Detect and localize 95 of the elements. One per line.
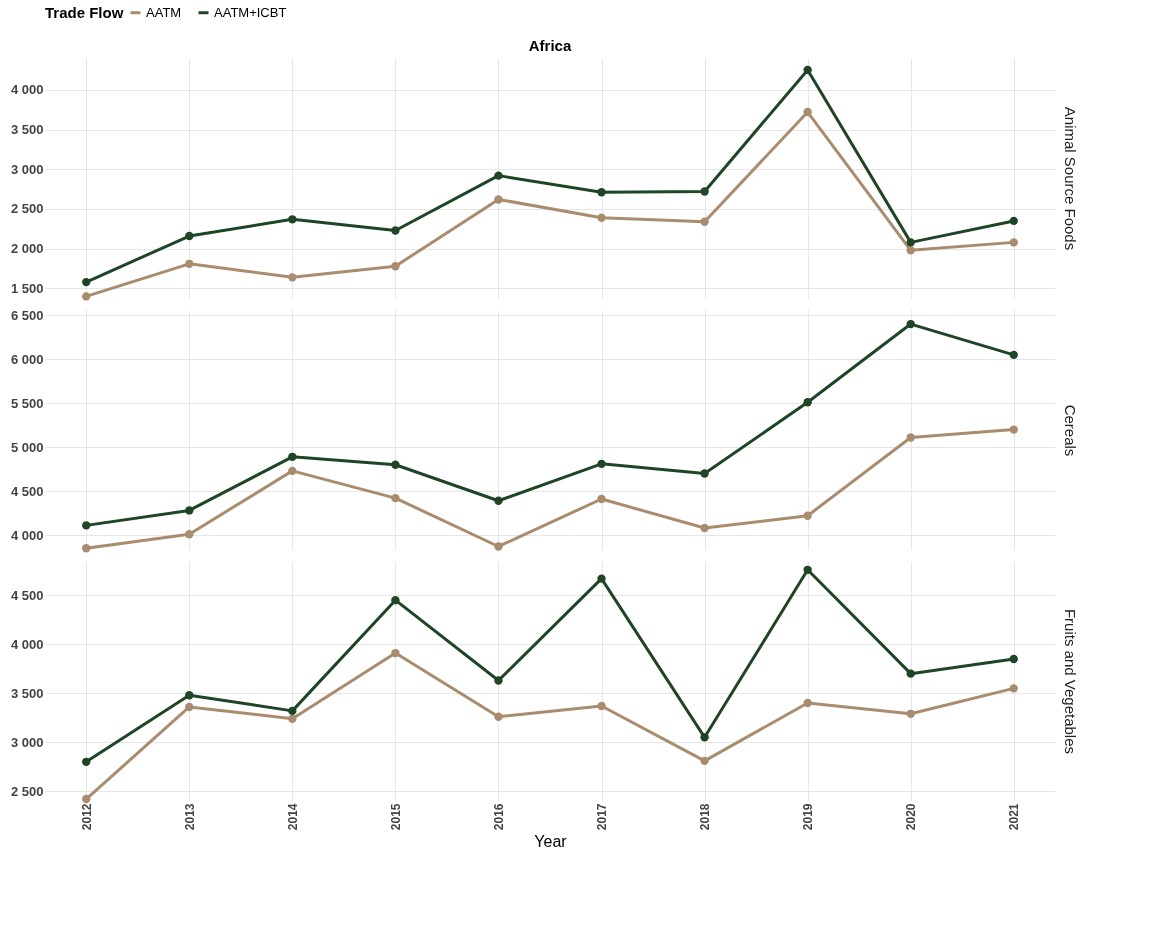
y-tick-label: 4 000 (10, 82, 44, 98)
y-tick-label: 2 500 (10, 201, 44, 217)
y-tick-label: 5 000 (10, 439, 44, 455)
point (906, 709, 915, 718)
y-tick-label: 6 500 (10, 307, 44, 323)
x-tick-label: 2013 (182, 803, 197, 831)
y-tick-label: 2 000 (10, 241, 44, 257)
point (82, 544, 91, 553)
point (906, 319, 915, 329)
y-tick-label: 3 000 (10, 161, 44, 177)
point (803, 107, 812, 117)
legend-label: AATM (146, 4, 182, 20)
y-tick-label: 3 500 (10, 685, 44, 701)
point (391, 262, 400, 271)
x-tick-label: 2018 (698, 803, 713, 831)
point (803, 565, 812, 574)
y-axis-title: Fruits and Vegetables (1061, 608, 1079, 755)
point (494, 171, 503, 180)
point (494, 712, 503, 721)
point (700, 733, 709, 742)
point (700, 469, 709, 478)
point (597, 494, 606, 504)
point (391, 493, 400, 503)
y-tick-label: 4 500 (10, 483, 44, 499)
legend-label: AATM+ICBT (214, 4, 287, 20)
x-tick-label: 2016 (491, 803, 506, 831)
point (288, 452, 297, 461)
point (288, 714, 297, 723)
x-tick-label: 2014 (285, 803, 300, 831)
point (906, 246, 915, 255)
point (1009, 216, 1018, 226)
point (185, 231, 194, 241)
y-tick-label: 1 500 (10, 280, 44, 296)
point (803, 511, 812, 520)
point (803, 398, 812, 407)
x-tick-label: 2015 (388, 803, 403, 831)
point (391, 226, 400, 235)
point (700, 523, 709, 533)
y-axis-title: Cereals (1061, 404, 1079, 457)
point (1009, 238, 1018, 247)
point (494, 542, 503, 551)
point (185, 506, 194, 515)
y-tick-label: 6 000 (10, 351, 44, 367)
point (906, 433, 915, 442)
point (185, 259, 194, 268)
point (288, 273, 297, 282)
x-tick-label: 2020 (904, 803, 919, 831)
point (597, 574, 606, 583)
point (803, 698, 812, 708)
y-tick-label: 2 500 (10, 783, 44, 799)
point (185, 691, 194, 700)
x-tick-label: 2021 (1007, 803, 1022, 831)
point (82, 794, 91, 804)
y-tick-label: 5 500 (10, 395, 44, 411)
point (597, 459, 606, 469)
point (494, 195, 503, 204)
point (1009, 350, 1018, 360)
point (1009, 684, 1018, 693)
x-tick-label: 2017 (595, 803, 610, 831)
point (700, 217, 709, 226)
chart-title: Africa (528, 37, 572, 54)
point (700, 187, 709, 196)
point (288, 215, 297, 224)
point (597, 213, 606, 222)
point (82, 521, 91, 530)
point (1009, 425, 1018, 434)
legend-title: Trade Flow (45, 4, 124, 21)
point (597, 188, 606, 197)
point (391, 648, 400, 658)
point (185, 702, 194, 712)
point (391, 460, 400, 469)
y-tick-label: 3 000 (10, 734, 44, 750)
point (82, 292, 91, 301)
y-tick-label: 4 500 (10, 587, 44, 603)
point (82, 757, 91, 766)
y-tick-label: 4 000 (10, 636, 44, 652)
point (803, 65, 812, 75)
x-tick-label: 2019 (801, 803, 816, 831)
y-tick-label: 3 500 (10, 122, 44, 138)
point (288, 466, 297, 476)
point (494, 496, 503, 505)
point (82, 277, 91, 287)
point (288, 706, 297, 716)
point (906, 238, 915, 247)
y-axis-title: Animal Source Foods (1061, 106, 1079, 251)
point (494, 676, 503, 685)
point (1009, 654, 1018, 664)
point (391, 596, 400, 605)
point (597, 701, 606, 711)
x-axis-title: Year (534, 833, 568, 851)
point (185, 530, 194, 539)
x-tick-label: 2012 (79, 803, 94, 831)
point (906, 669, 915, 678)
point (700, 756, 709, 766)
y-tick-label: 4 000 (10, 527, 44, 543)
